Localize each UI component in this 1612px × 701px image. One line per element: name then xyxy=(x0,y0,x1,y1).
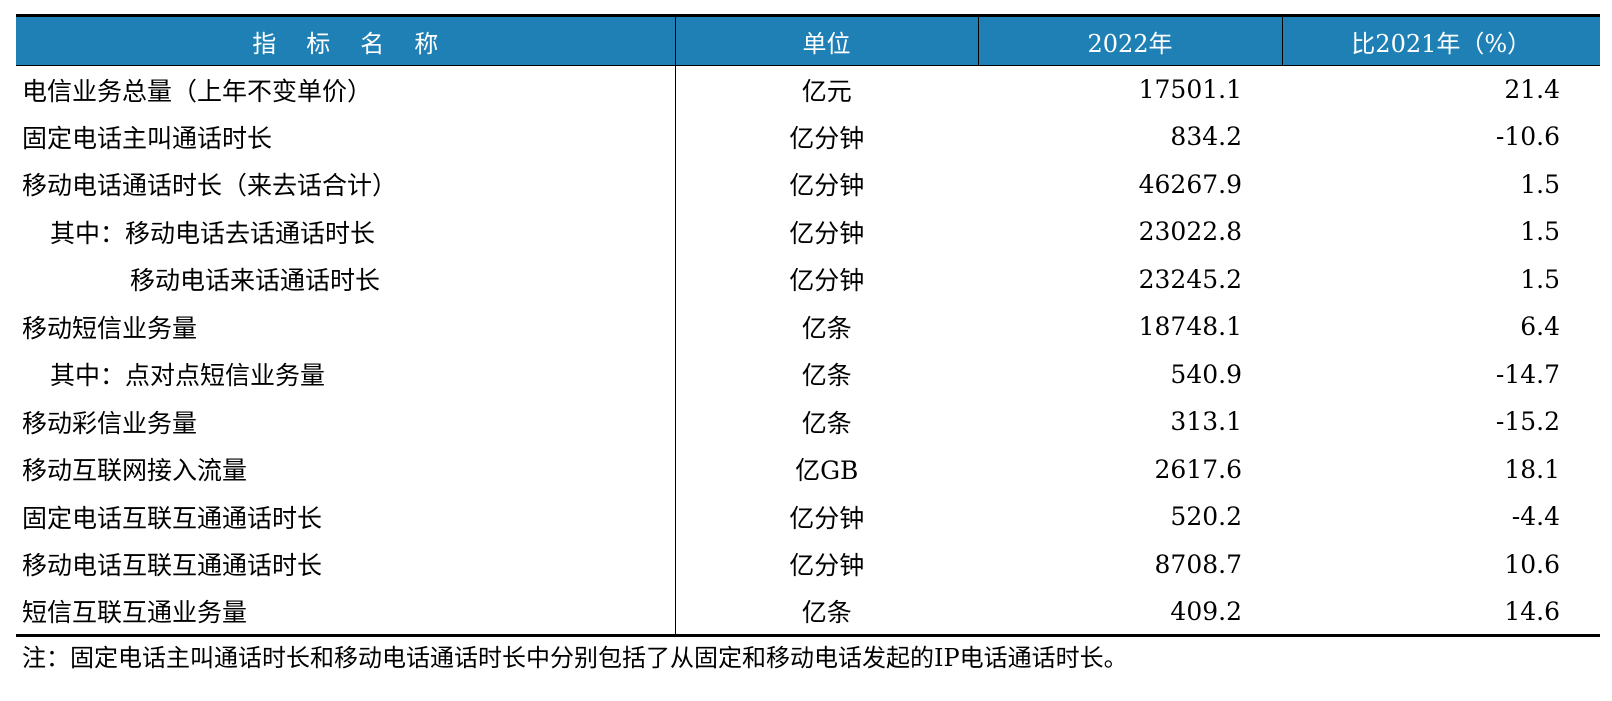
unit-cell: 亿GB xyxy=(795,456,859,486)
table-row: 移动彩信业务量 亿条 313.1 -15.2 xyxy=(16,398,1600,446)
unit-cell: 亿分钟 xyxy=(789,551,865,581)
unit-cell: 亿分钟 xyxy=(789,266,865,296)
change-percent-cell: 1.5 xyxy=(1520,264,1560,294)
change-percent-cell: 10.6 xyxy=(1504,549,1560,579)
statistics-table: 指标名称 单位 2022年 比2021年（%） 电信业务总量（上年不变单价） 亿元… xyxy=(16,14,1600,637)
change-percent-cell: -4.4 xyxy=(1511,502,1560,532)
value-2022-cell: 540.9 xyxy=(1170,359,1242,389)
value-2022-cell: 18748.1 xyxy=(1138,312,1242,342)
indicator-name-cell: 短信互联互通业务量 xyxy=(16,588,676,637)
unit-cell: 亿元 xyxy=(801,76,852,106)
unit-cell: 亿分钟 xyxy=(789,503,865,533)
table-header: 指标名称 单位 2022年 比2021年（%） xyxy=(16,14,1600,66)
unit-cell: 亿条 xyxy=(801,313,852,343)
header-row: 指标名称 单位 2022年 比2021年（%） xyxy=(16,14,1600,66)
change-percent-cell: 21.4 xyxy=(1504,75,1560,104)
indicator-name-cell: 固定电话主叫通话时长 xyxy=(16,113,676,161)
header-change-vs-2021: 比2021年（%） xyxy=(1282,14,1600,66)
unit-cell: 亿条 xyxy=(675,588,978,637)
indicator-name-cell: 移动短信业务量 xyxy=(16,303,676,351)
table-row: 移动电话来话通话时长 亿分钟 23245.2 1.5 xyxy=(16,255,1600,303)
unit-cell: 亿条 xyxy=(801,408,852,438)
table-row: 其中：点对点短信业务量 亿条 540.9 -14.7 xyxy=(16,350,1600,398)
value-2022-cell: 8708.7 xyxy=(1154,549,1242,579)
table-row: 移动电话互联互通通话时长 亿分钟 8708.7 10.6 xyxy=(16,540,1600,588)
indicator-name-cell: 其中：点对点短信业务量 xyxy=(16,350,676,398)
header-indicator-name: 指标名称 xyxy=(16,14,676,66)
indicator-name-cell: 移动彩信业务量 xyxy=(16,398,676,446)
statistics-table-container: 指标名称 单位 2022年 比2021年（%） 电信业务总量（上年不变单价） 亿元… xyxy=(16,14,1600,637)
value-2022-cell: 23022.8 xyxy=(1138,217,1242,247)
table-body: 电信业务总量（上年不变单价） 亿元 17501.1 21.4 固定电话主叫通话时长 亿分钟… xyxy=(16,65,1600,637)
table-row: 移动互联网接入流量 亿GB 2617.6 18.1 xyxy=(16,445,1600,493)
table-row: 移动短信业务量 亿条 18748.1 6.4 xyxy=(16,303,1600,351)
value-2022-cell: 313.1 xyxy=(1170,407,1242,437)
indicator-name-cell: 电信业务总量（上年不变单价） xyxy=(16,65,676,113)
indicator-name-cell: 移动互联网接入流量 xyxy=(16,445,676,493)
indicator-name-cell: 移动电话来话通话时长 xyxy=(16,255,676,303)
unit-cell: 亿条 xyxy=(801,361,852,391)
change-percent-cell: 1.5 xyxy=(1520,217,1560,247)
value-2022-cell: 46267.9 xyxy=(1138,169,1242,199)
unit-cell: 亿分钟 xyxy=(789,218,865,248)
value-2022-cell: 834.2 xyxy=(1170,122,1242,152)
unit-cell: 亿分钟 xyxy=(789,171,865,201)
header-year-2022: 2022年 xyxy=(978,14,1283,66)
value-2022-cell: 23245.2 xyxy=(1138,264,1242,294)
value-2022-cell: 409.2 xyxy=(978,588,1282,637)
change-percent-cell: 14.6 xyxy=(1282,588,1600,637)
indicator-name-cell: 移动电话互联互通通话时长 xyxy=(16,540,676,588)
unit-cell: 亿分钟 xyxy=(789,123,865,153)
change-percent-cell: -10.6 xyxy=(1495,122,1560,152)
table-row: 固定电话主叫通话时长 亿分钟 834.2 -10.6 xyxy=(16,113,1600,161)
change-percent-cell: -14.7 xyxy=(1495,359,1560,389)
table-row: 电信业务总量（上年不变单价） 亿元 17501.1 21.4 xyxy=(16,65,1600,113)
indicator-name-cell: 固定电话互联互通通话时长 xyxy=(16,493,676,541)
value-2022-cell: 520.2 xyxy=(1170,502,1242,532)
change-percent-cell: -15.2 xyxy=(1495,407,1560,437)
table-row: 移动电话通话时长（来去话合计） 亿分钟 46267.9 1.5 xyxy=(16,160,1600,208)
table-row: 短信互联互通业务量 亿条 409.2 14.6 xyxy=(16,588,1600,637)
change-percent-cell: 6.4 xyxy=(1520,312,1560,342)
change-percent-cell: 18.1 xyxy=(1504,454,1560,484)
indicator-name-cell: 其中：移动电话去话通话时长 xyxy=(16,208,676,256)
table-row: 固定电话互联互通通话时长 亿分钟 520.2 -4.4 xyxy=(16,493,1600,541)
table-row: 其中：移动电话去话通话时长 亿分钟 23022.8 1.5 xyxy=(16,208,1600,256)
header-unit: 单位 xyxy=(675,14,979,66)
indicator-name-cell: 移动电话通话时长（来去话合计） xyxy=(16,160,676,208)
table-footnote: 注：固定电话主叫通话时长和移动电话通话时长中分别包括了从固定和移动电话发起的IP… xyxy=(22,644,1128,672)
change-percent-cell: 1.5 xyxy=(1520,169,1560,199)
value-2022-cell: 2617.6 xyxy=(1154,454,1242,484)
value-2022-cell: 17501.1 xyxy=(1138,75,1242,104)
